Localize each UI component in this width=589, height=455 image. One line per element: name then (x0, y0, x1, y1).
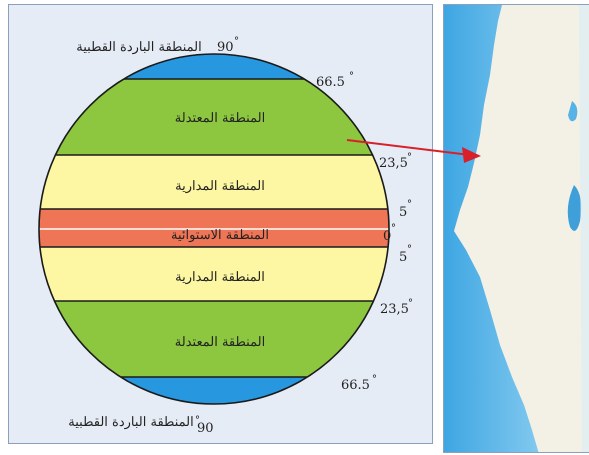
lat-south-5: 5 (399, 250, 407, 265)
lat-north-tropic: 23,5 (379, 156, 408, 171)
lat-north-tropic-degree: ° (407, 152, 412, 163)
zone-label-tropical-south: المنطقة المدارية (175, 270, 265, 285)
band-tropical-north (39, 155, 389, 209)
lat-south-tropic: 23,5 (380, 302, 409, 317)
lat-south-tropic-degree: ° (408, 298, 413, 309)
lat-north-arctic: 66.5 (316, 75, 345, 90)
zone-label-temperate-south: المنطقة المعتدلة (175, 335, 265, 350)
inland-sea (567, 185, 582, 231)
lat-north-5-degree: ° (407, 199, 412, 210)
lat-south-5-degree: ° (407, 244, 412, 255)
lat-north-arctic-degree: ° (349, 71, 354, 82)
zone-label-tropical-north: المنطقة المدارية (175, 179, 265, 194)
inland-lake (568, 101, 578, 122)
zone-label-polar-south: المنطقة الباردة القطبية (68, 415, 193, 430)
lat-north-pole: 90 (217, 40, 234, 55)
region-map (444, 5, 589, 452)
zone-label-temperate-north: المنطقة المعتدلة (175, 111, 265, 126)
zone-label-equatorial: المنطقة الاستوائية (171, 228, 269, 243)
lat-south-pole: 90 (197, 421, 214, 436)
lat-south-pole-degree: ° (195, 415, 200, 426)
band-tropical-south (39, 247, 389, 301)
globe-outline (38, 53, 390, 405)
lat-equator-degree: ° (391, 223, 396, 234)
land-area (454, 5, 589, 452)
lat-south-arctic: 66.5 (341, 378, 370, 393)
lat-north-pole-degree: ° (234, 36, 239, 47)
climate-zones-diagram: المنطقة الباردة القطبية المنطقة المعتدلة… (38, 36, 413, 436)
coast-shade (579, 5, 589, 452)
lat-south-arctic-degree: ° (372, 374, 377, 385)
zone-label-polar-north: المنطقة الباردة القطبية (76, 40, 201, 55)
climate-zones-panel: المنطقة الباردة القطبية المنطقة المعتدلة… (8, 4, 433, 444)
lat-north-5: 5 (399, 205, 407, 220)
band-equatorial (39, 209, 389, 247)
lat-equator: 0 (383, 229, 391, 244)
region-map-panel (443, 4, 589, 453)
